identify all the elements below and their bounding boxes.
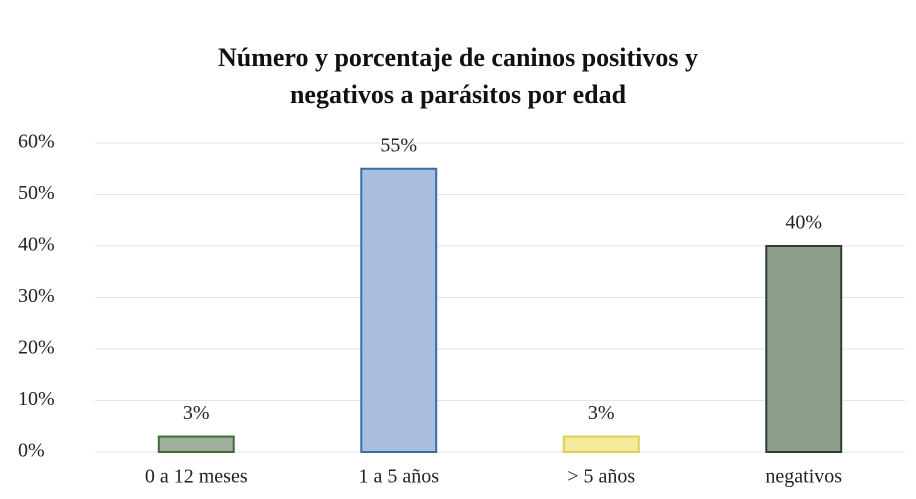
x-tick-label: negativos xyxy=(765,466,842,488)
y-tick-label: 60% xyxy=(18,131,55,153)
y-tick-label: 50% xyxy=(18,182,55,204)
x-tick-label: > 5 años xyxy=(567,466,635,488)
data-label: 3% xyxy=(588,402,615,424)
y-tick-label: 10% xyxy=(18,388,55,410)
chart-title: negativos a parásitos por edad xyxy=(290,80,627,109)
bar xyxy=(562,435,640,453)
bar xyxy=(157,435,235,453)
data-label: 55% xyxy=(380,134,417,156)
bar xyxy=(765,245,843,453)
y-tick-label: 20% xyxy=(18,337,55,359)
data-label: 3% xyxy=(183,402,210,424)
x-tick-label: 0 a 12 meses xyxy=(145,466,248,488)
x-tick-label: 1 a 5 años xyxy=(358,466,439,488)
y-tick-label: 40% xyxy=(18,234,55,256)
data-label: 40% xyxy=(785,212,822,234)
y-tick-label: 0% xyxy=(18,440,45,462)
y-tick-label: 30% xyxy=(18,285,55,307)
chart-title: Número y porcentaje de caninos positivos… xyxy=(218,43,698,72)
bar xyxy=(360,167,438,453)
